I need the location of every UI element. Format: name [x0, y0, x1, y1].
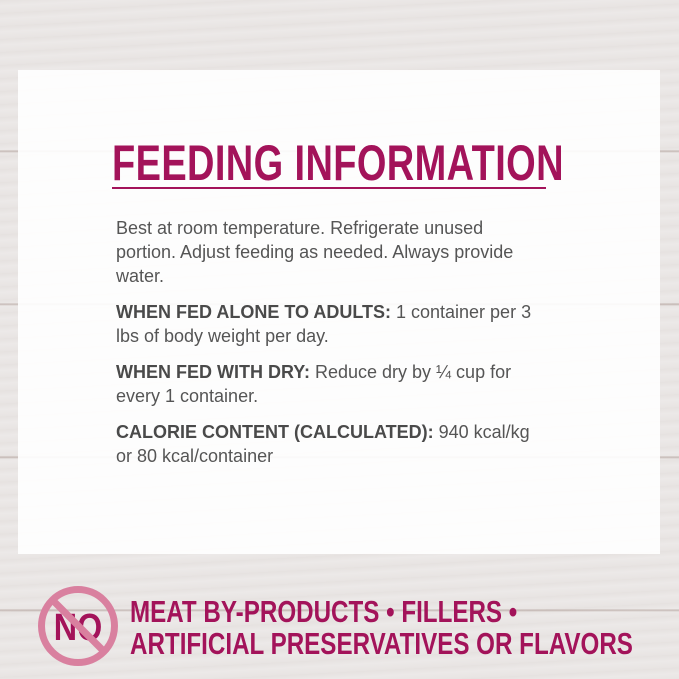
section-adults: WHEN FED ALONE TO ADULTS: 1 container pe…: [116, 300, 536, 348]
section-text: 940 kcal/kg or 80 kcal/container: [116, 422, 530, 466]
section-text: Reduce dry by ¼ cup for every 1 containe…: [116, 362, 512, 406]
info-panel: [18, 70, 660, 554]
section-calories: CALORIE CONTENT (CALCULATED): 940 kcal/k…: [116, 420, 536, 468]
no-claims: MEAT BY-PRODUCTS • FILLERS • ARTIFICIAL …: [130, 596, 633, 660]
title-underline: [112, 187, 546, 189]
section-label: WHEN FED ALONE TO ADULTS:: [116, 302, 391, 322]
intro-text: Best at room temperature. Refrigerate un…: [116, 218, 514, 286]
no-prohibition-icon: NO: [38, 586, 118, 666]
claims-line-1: MEAT BY-PRODUCTS • FILLERS •: [130, 594, 518, 629]
section-text: 1 container per 3 lbs of body weight per…: [116, 302, 532, 346]
section-label: CALORIE CONTENT (CALCULATED):: [116, 422, 434, 442]
feeding-text: Best at room temperature. Refrigerate un…: [116, 216, 536, 480]
section-with-dry: WHEN FED WITH DRY: Reduce dry by ¼ cup f…: [116, 360, 536, 408]
claims-line-2: ARTIFICIAL PRESERVATIVES OR FLAVORS: [130, 626, 633, 661]
section-label: WHEN FED WITH DRY:: [116, 362, 310, 382]
page-title: FEEDING INFORMATION: [112, 135, 564, 191]
